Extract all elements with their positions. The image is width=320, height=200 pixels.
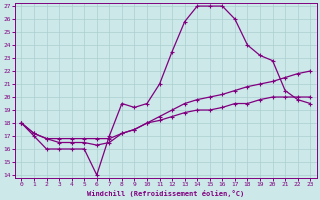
X-axis label: Windchill (Refroidissement éolien,°C): Windchill (Refroidissement éolien,°C) <box>87 190 244 197</box>
